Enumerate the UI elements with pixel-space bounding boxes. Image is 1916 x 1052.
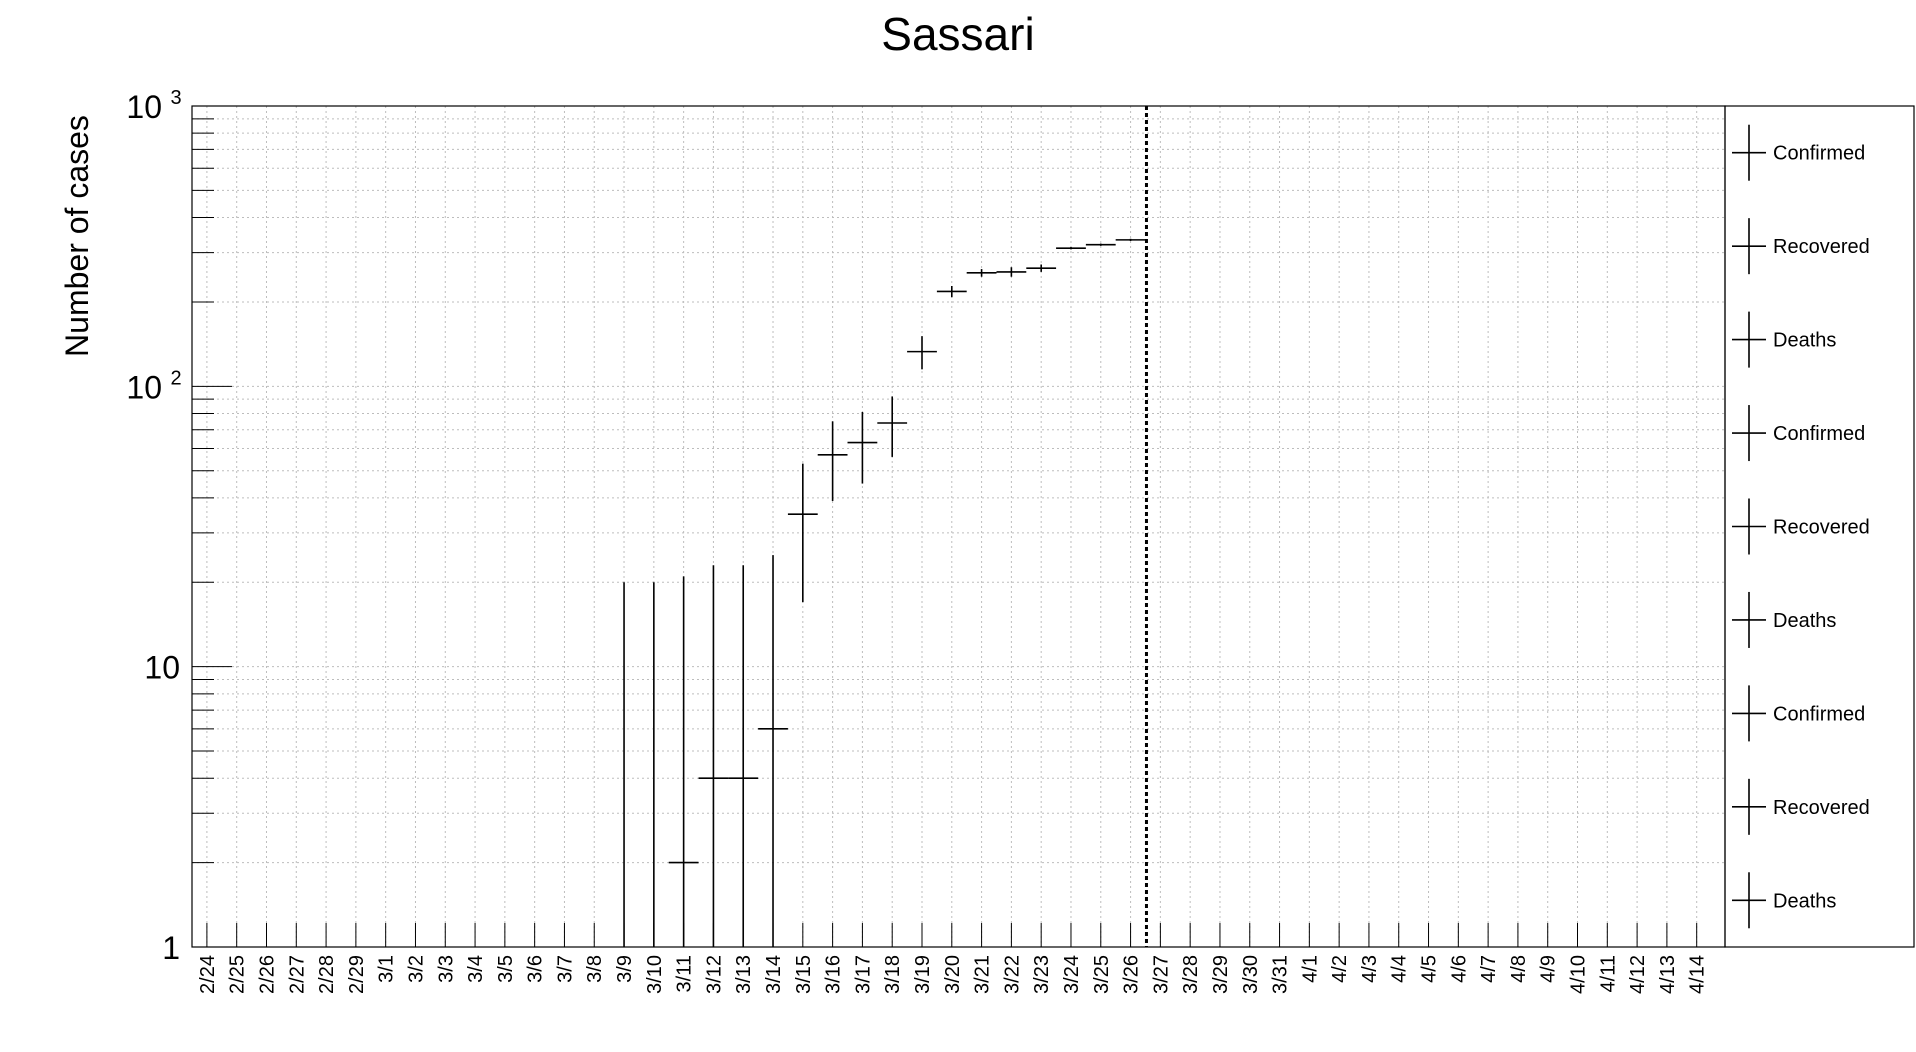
x-tick-label: 3/17: [852, 955, 874, 994]
x-tick-label: 3/4: [465, 955, 487, 983]
x-tick-label: 2/26: [256, 955, 278, 994]
x-tick-label: 2/28: [316, 955, 338, 994]
x-tick-label: 3/28: [1180, 955, 1202, 994]
x-tick-label: 3/21: [972, 955, 994, 994]
legend: Confirmed Recovered Deaths Confirmed Recover…: [1724, 105, 1915, 948]
x-tick-label: 3/22: [1001, 955, 1023, 994]
x-tick-label: 4/14: [1687, 955, 1709, 994]
x-tick-label: 3/12: [703, 955, 725, 994]
x-tick-label: 2/29: [346, 955, 368, 994]
x-tick-label: 3/1: [376, 955, 398, 983]
x-tick-label: 3/8: [584, 955, 606, 983]
x-tick-label: 4/6: [1448, 955, 1470, 983]
legend-label: Recovered: [1773, 236, 1870, 258]
chart-title: Sassari: [881, 8, 1034, 60]
x-tick-label: 3/16: [823, 955, 845, 994]
x-tick-label: 4/1: [1299, 955, 1321, 983]
x-tick-label: 3/15: [793, 955, 815, 994]
x-tick-label: 4/2: [1329, 955, 1351, 983]
x-tick-label: 4/10: [1568, 955, 1590, 994]
x-tick-label: 4/8: [1508, 955, 1530, 983]
y-tick-label: 10: [144, 650, 180, 686]
y-tick-label: 10: [126, 369, 162, 405]
x-tick-label: 4/13: [1657, 955, 1679, 994]
data-marks: [623, 238, 1146, 947]
x-tick-label: 4/12: [1627, 955, 1649, 994]
x-tick-label: 3/5: [495, 955, 517, 983]
x-tick-label: 3/19: [912, 955, 934, 994]
legend-label: Deaths: [1773, 890, 1836, 912]
x-tick-label: 2/27: [286, 955, 308, 994]
x-tick-label: 3/9: [614, 955, 636, 983]
x-tick-label: 3/2: [405, 955, 427, 983]
x-tick-label: 4/4: [1389, 955, 1411, 983]
x-tick-label: 3/3: [435, 955, 457, 983]
x-tick-label: 4/11: [1597, 955, 1619, 992]
legend-label: Deaths: [1773, 330, 1836, 352]
x-tick-label: 3/31: [1270, 955, 1292, 994]
x-tick-label: 3/29: [1210, 955, 1232, 994]
x-tick-label: 4/3: [1359, 955, 1381, 983]
x-tick-label: 3/30: [1240, 955, 1262, 994]
x-tick-label: 3/24: [1061, 955, 1083, 994]
legend-label: Recovered: [1773, 517, 1870, 539]
x-tick-label: 3/23: [1031, 955, 1053, 994]
legend-label: Confirmed: [1773, 703, 1865, 725]
x-tick-label: 4/9: [1538, 955, 1560, 983]
legend-label: Recovered: [1773, 797, 1870, 819]
x-tick-label: 3/20: [942, 955, 964, 994]
y-tick-label: 10: [126, 89, 162, 125]
y-tick-label: 1: [162, 930, 180, 966]
y-tick-label-exponent: 3: [170, 87, 181, 109]
x-tick-label: 4/7: [1478, 955, 1500, 983]
y-tick-label-exponent: 2: [170, 367, 181, 389]
x-tick-label: 3/18: [882, 955, 904, 994]
x-tick-label: 3/13: [733, 955, 755, 994]
grid: [192, 106, 1725, 947]
x-tick-label: 3/10: [644, 955, 666, 994]
x-tick-label: 3/25: [1091, 955, 1113, 994]
x-tick-label: 3/6: [525, 955, 547, 983]
legend-frame: [1724, 105, 1915, 948]
x-tick-label: 3/14: [763, 955, 785, 994]
x-tick-label: 4/5: [1419, 955, 1441, 983]
x-tick-label: 2/24: [197, 955, 219, 994]
legend-label: Deaths: [1773, 610, 1836, 632]
x-tick-label: 3/11: [674, 955, 696, 992]
x-tick-label: 2/25: [227, 955, 249, 994]
y-axis-label: Number of cases: [59, 115, 95, 357]
x-tick-label: 3/26: [1121, 955, 1143, 994]
legend-label: Confirmed: [1773, 423, 1865, 445]
x-tick-label: 3/27: [1150, 955, 1172, 994]
legend-label: Confirmed: [1773, 143, 1865, 165]
x-tick-label: 3/7: [554, 955, 576, 983]
